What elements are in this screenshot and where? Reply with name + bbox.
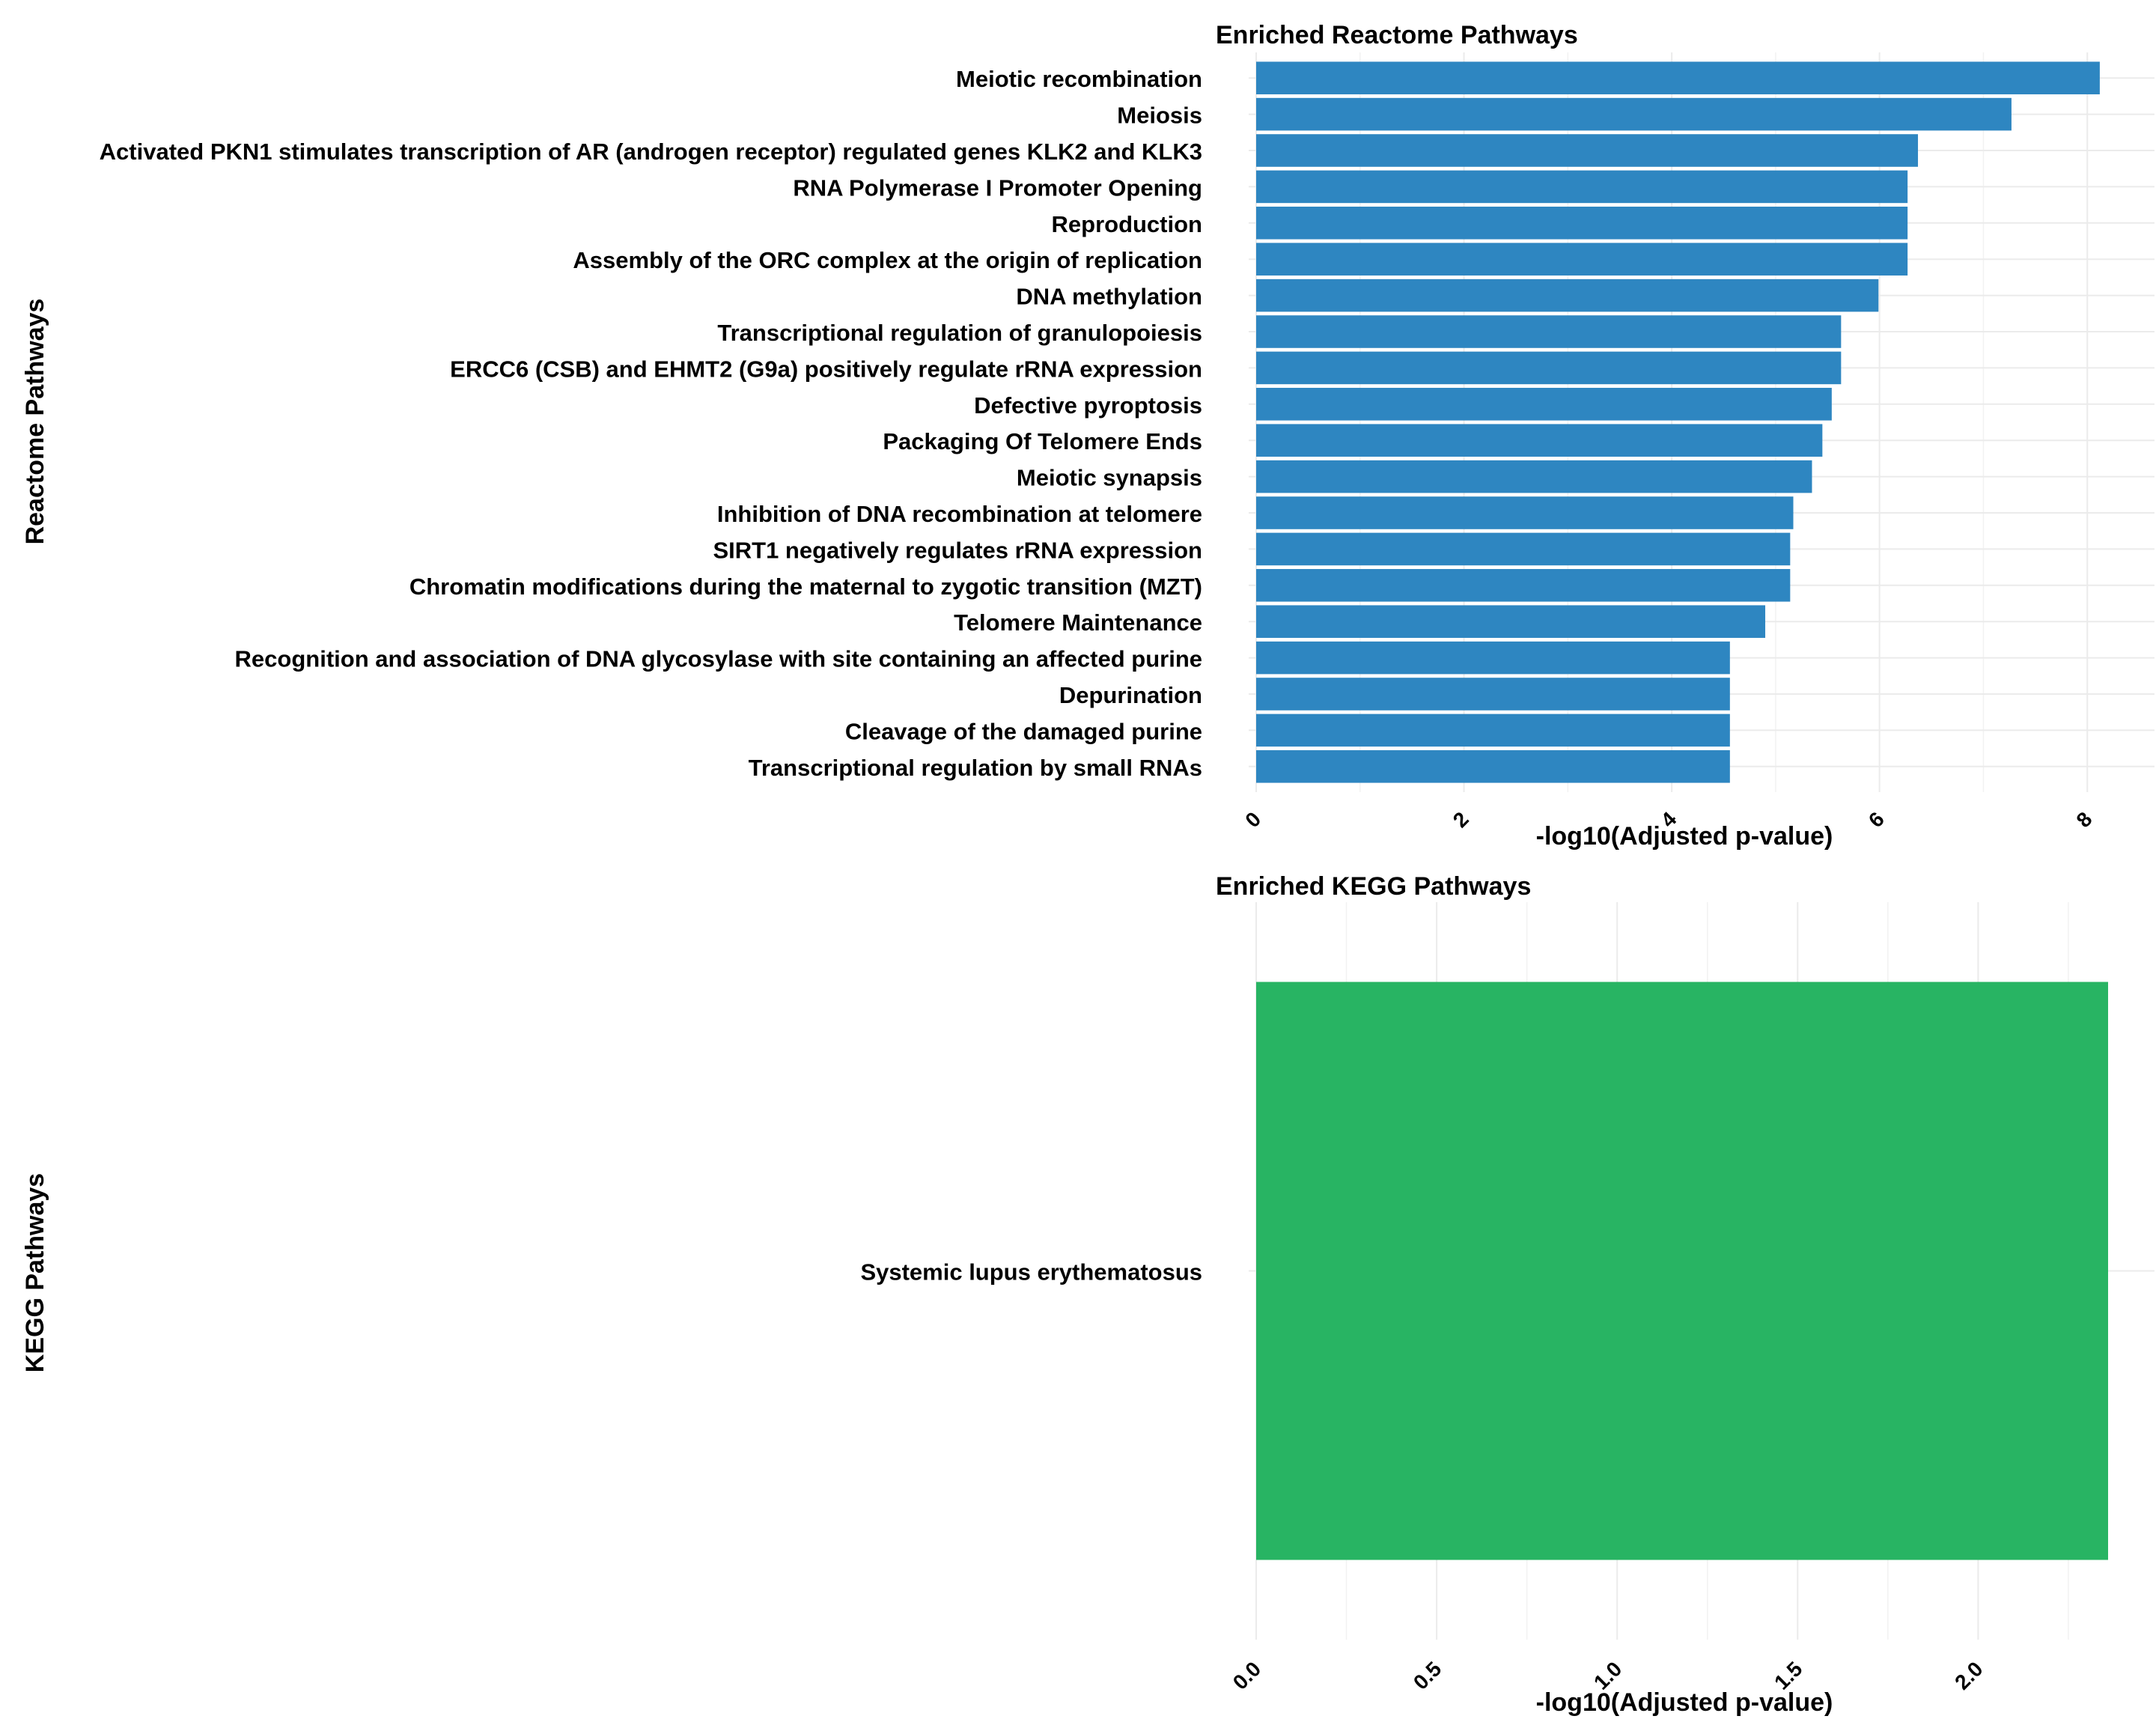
reactome-bar-telomere-maintenance xyxy=(1256,605,1766,638)
reactome-category-label: Transcriptional regulation by small RNAs xyxy=(749,755,1202,781)
reactome-category-label: Depurination xyxy=(1059,682,1202,708)
reactome-y-axis-label: Reactome Pathways xyxy=(21,299,49,545)
reactome-bar-rna-polymerase-i-promoter-opening xyxy=(1256,170,1908,204)
kegg-x-axis-label: -log10(Adjusted p-value) xyxy=(1536,1688,1833,1717)
reactome-panel: Meiotic recombination Meiosis Activated PK… xyxy=(21,21,2155,851)
reactome-category-labels: Meiotic recombination Meiosis Activated PK… xyxy=(100,66,1202,781)
reactome-category-label: Transcriptional regulation of granulopoi… xyxy=(717,320,1202,346)
reactome-category-label: Inhibition of DNA recombination at telom… xyxy=(717,501,1202,527)
reactome-bar-transcriptional-regulation-of-granulopoiesis xyxy=(1256,315,1842,348)
reactome-category-label: Assembly of the ORC complex at the origi… xyxy=(573,247,1202,273)
reactome-bar-dna-methylation xyxy=(1256,279,1879,312)
reactome-bar-activated-pkn1-stimulates-transcription-of-ar-androgen-receptor-regulated-genes-klk2-and-klk3 xyxy=(1256,134,1919,167)
reactome-category-label: ERCC6 (CSB) and EHMT2 (G9a) positively r… xyxy=(450,356,1202,382)
reactome-bar-recognition-and-association-of-dna-glycosylase-with-site-containing-an-affected-purine xyxy=(1256,641,1730,675)
reactome-bars xyxy=(1256,61,2100,783)
reactome-category-label: SIRT1 negatively regulates rRNA expressi… xyxy=(713,537,1202,563)
reactome-bar-depurination xyxy=(1256,678,1730,711)
reactome-category-label: Telomere Maintenance xyxy=(954,609,1202,636)
kegg-bar-systemic-lupus-erythematosus xyxy=(1256,982,2108,1560)
reactome-bar-meiotic-synapsis xyxy=(1256,460,1812,493)
reactome-bar-packaging-of-telomere-ends xyxy=(1256,424,1823,457)
kegg-panel: Systemic lupus erythematosus 0.0 0.5 1.0 1.… xyxy=(21,872,2155,1717)
reactome-category-label: RNA Polymerase I Promoter Opening xyxy=(793,174,1202,201)
reactome-category-label: Recognition and association of DNA glyco… xyxy=(235,646,1202,672)
reactome-bar-sirt1-negatively-regulates-rrna-expression xyxy=(1256,532,1791,566)
reactome-bar-inhibition-of-dna-recombination-at-telomere xyxy=(1256,496,1794,529)
reactome-bar-ercc6-csb-and-ehmt2-g9a-positively-regulate-rrna-expression xyxy=(1256,351,1842,385)
reactome-category-label: DNA methylation xyxy=(1016,284,1202,310)
kegg-category-labels: Systemic lupus erythematosus xyxy=(860,1259,1202,1286)
reactome-category-label: Cleavage of the damaged purine xyxy=(845,718,1202,744)
reactome-bar-chromatin-modifications-during-the-maternal-to-zygotic-transition-mzt xyxy=(1256,569,1791,602)
reactome-category-label: Activated PKN1 stimulates transcription … xyxy=(100,139,1202,165)
reactome-x-axis-label: -log10(Adjusted p-value) xyxy=(1536,822,1833,851)
reactome-category-label: Meiotic synapsis xyxy=(1017,465,1202,491)
reactome-category-label: Reproduction xyxy=(1052,211,1203,237)
reactome-bar-meiotic-recombination xyxy=(1256,61,2100,94)
kegg-y-axis-label: KEGG Pathways xyxy=(21,1173,49,1372)
kegg-bars xyxy=(1256,982,2108,1560)
reactome-bar-cleavage-of-the-damaged-purine xyxy=(1256,714,1730,747)
reactome-bar-meiosis xyxy=(1256,97,2012,131)
kegg-title: Enriched KEGG Pathways xyxy=(1216,872,1531,901)
reactome-bar-transcriptional-regulation-by-small-rnas xyxy=(1256,750,1730,783)
reactome-category-label: Defective pyroptosis xyxy=(974,392,1202,419)
kegg-category-label: Systemic lupus erythematosus xyxy=(860,1259,1202,1286)
reactome-category-label: Meiotic recombination xyxy=(956,66,1202,92)
reactome-category-label: Chromatin modifications during the mater… xyxy=(409,574,1202,600)
reactome-bar-defective-pyroptosis xyxy=(1256,388,1832,421)
reactome-title: Enriched Reactome Pathways xyxy=(1216,21,1578,49)
reactome-bar-reproduction xyxy=(1256,207,1908,240)
reactome-category-label: Packaging Of Telomere Ends xyxy=(883,428,1202,454)
reactome-bar-assembly-of-the-orc-complex-at-the-origin-of-replication xyxy=(1256,243,1908,276)
reactome-category-label: Meiosis xyxy=(1117,103,1202,129)
